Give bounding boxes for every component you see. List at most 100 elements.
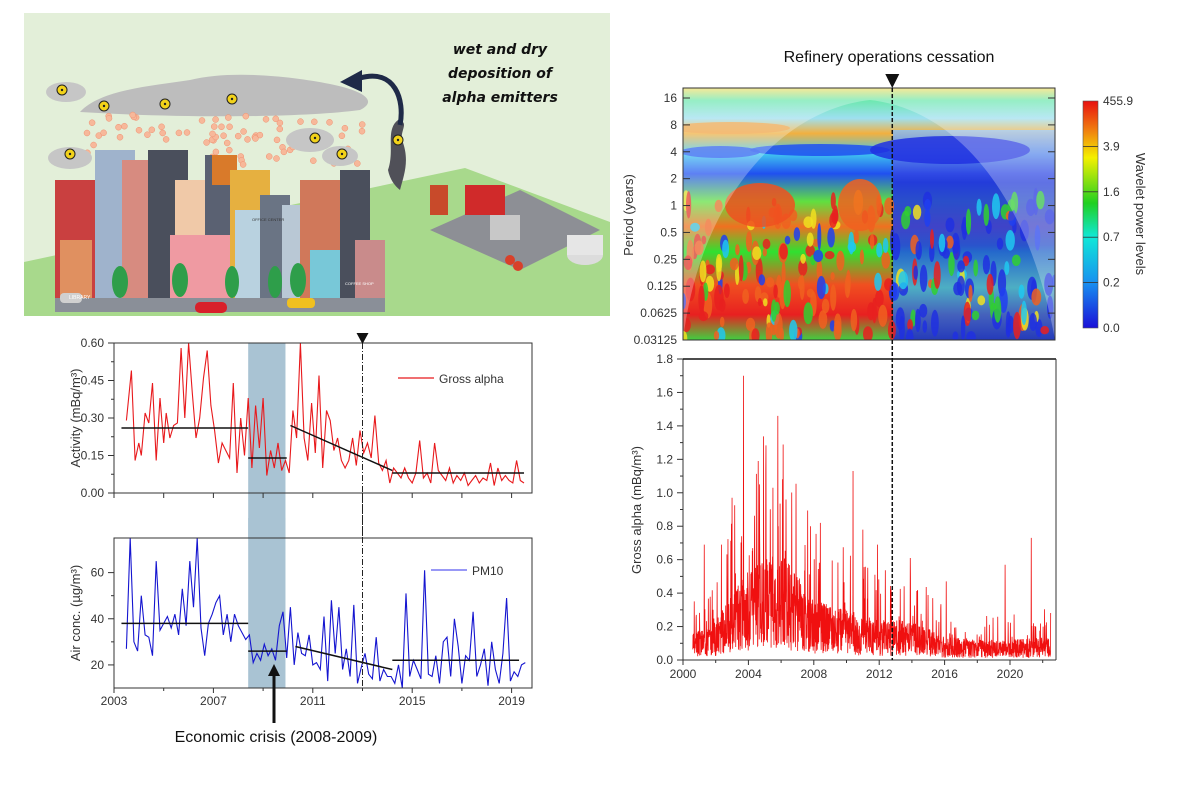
wavelet-power-patch (784, 235, 791, 245)
alpha-particle (198, 117, 206, 124)
x-tick-label: 2004 (735, 667, 762, 681)
wavelet-power-patch (742, 288, 749, 304)
wavelet-power-patch (875, 289, 884, 308)
trend-line (290, 424, 393, 472)
y-tick-label: 0.0625 (640, 306, 677, 320)
wavelet-power-patch (762, 248, 767, 257)
economic-crisis-annotation: Economic crisis (2008-2009) (175, 729, 378, 746)
colorbar-tick-label: 1.6 (1103, 185, 1120, 199)
wavelet-power-patch (719, 316, 725, 327)
y-tick-label: 1 (670, 199, 677, 213)
y-axis-label: Period (years) (621, 174, 636, 256)
y-tick-label: 0.125 (647, 279, 677, 293)
y-tick-label: 2 (670, 172, 677, 186)
wavelet-power-patch (844, 275, 851, 298)
colorbar-label: Wavelet power levels (1133, 153, 1148, 276)
city-buildings (55, 150, 385, 300)
alpha-particle (311, 118, 318, 126)
wavelet-power-patch (752, 246, 762, 260)
wavelet-power-region (750, 144, 890, 156)
wavelet-power-patch (738, 255, 744, 282)
wavelet-power-patch (830, 272, 835, 281)
colorbar-tick-label: 0.2 (1103, 276, 1120, 290)
wavelet-power-patch (698, 285, 705, 313)
alpha-particle (121, 122, 128, 130)
alpha-particle (212, 148, 220, 156)
wavelet-power-patch (745, 231, 753, 252)
wavelet-power-patch (830, 284, 837, 311)
wavelet-power-patch (813, 249, 824, 263)
wavelet-power-patch (1018, 284, 1025, 299)
alpha-particle (90, 141, 97, 149)
y-tick-label: 0.00 (81, 486, 105, 500)
wavelet-power-patch (1005, 230, 1015, 251)
y-tick-label: 1.2 (656, 452, 673, 466)
x-tick-label: 2012 (866, 667, 893, 681)
wavelet-power-patch (876, 242, 883, 258)
wavelet-power-patch (976, 198, 982, 216)
y-tick-label: 0.0 (656, 653, 673, 667)
wavelet-power-patch (1008, 209, 1017, 227)
wavelet-power-patch (881, 251, 891, 269)
wavelet-power-patch (933, 261, 941, 289)
wavelet-power-patch (1034, 225, 1041, 251)
wavelet-power-patch (816, 275, 826, 300)
x-tick-label: 2003 (101, 694, 128, 708)
wavelet-power-patch (701, 235, 707, 245)
wavelet-power-patch (945, 217, 955, 233)
wavelet-power-patch (915, 241, 922, 260)
wavelet-power-patch (699, 260, 707, 283)
trees (112, 263, 306, 298)
wavelet-power-patch (1013, 311, 1021, 340)
alpha-particle (358, 127, 366, 135)
wavelet-power-patch (1007, 199, 1015, 212)
wavelet-power-patch (919, 264, 928, 293)
alpha-particle (95, 132, 103, 139)
wavelet-power-patch (716, 257, 722, 282)
alpha-particle (148, 126, 156, 134)
wavelet-power-patch (1004, 261, 1010, 276)
alpha-particle (144, 131, 151, 138)
pollution-cloud (80, 74, 369, 117)
wavelet-power-patch (966, 331, 976, 340)
alpha-particle (158, 123, 165, 131)
wavelet-power-patch (992, 193, 1000, 220)
alpha-particle (297, 118, 304, 125)
wavelet-power-patch (968, 284, 973, 302)
wavelet-power-patch (957, 260, 965, 273)
wavelet-power-patch (952, 331, 959, 340)
y-tick-label: 0.8 (656, 519, 673, 533)
x-tick-label: 2007 (200, 694, 227, 708)
illustration-caption-line2: deposition of (448, 66, 554, 82)
wavelet-power-patch (694, 240, 704, 256)
wavelet-power-patch (999, 287, 1008, 313)
alpha-particle (242, 112, 250, 120)
y-tick-label: 0.03125 (634, 333, 678, 347)
wavelet-power-patch (779, 243, 788, 260)
wavelet-power-patch (817, 223, 822, 251)
wavelet-power-patch (698, 311, 709, 322)
alpha-particle (276, 125, 284, 133)
wavelet-power-patch (781, 261, 786, 286)
wavelet-power-patch (869, 233, 875, 250)
wavelet-power-patch (1021, 300, 1027, 325)
wavelet-power-patch (951, 232, 960, 254)
wavelet-power-patch (891, 233, 901, 261)
wavelet-power-patch (797, 275, 805, 290)
refinery (430, 185, 603, 271)
wavelet-power-patch (805, 244, 815, 257)
wavelet-power-patch (1036, 190, 1045, 210)
event-marker-triangle (885, 74, 900, 88)
wavelet-power-patch (1011, 254, 1021, 266)
wavelet-power-patch (757, 298, 763, 307)
wavelet-power-patch (765, 322, 773, 340)
alpha-particle (209, 130, 216, 138)
wavelet-power-region (683, 122, 790, 134)
alpha-particle (252, 135, 259, 142)
wavelet-power-region (870, 136, 1030, 164)
gross-alpha-line (125, 342, 525, 487)
wavelet-power-patch (834, 313, 842, 335)
wavelet-power-patch (830, 192, 836, 210)
wavelet-power-patch (907, 319, 913, 331)
legend-label-pm10: PM10 (472, 564, 504, 578)
